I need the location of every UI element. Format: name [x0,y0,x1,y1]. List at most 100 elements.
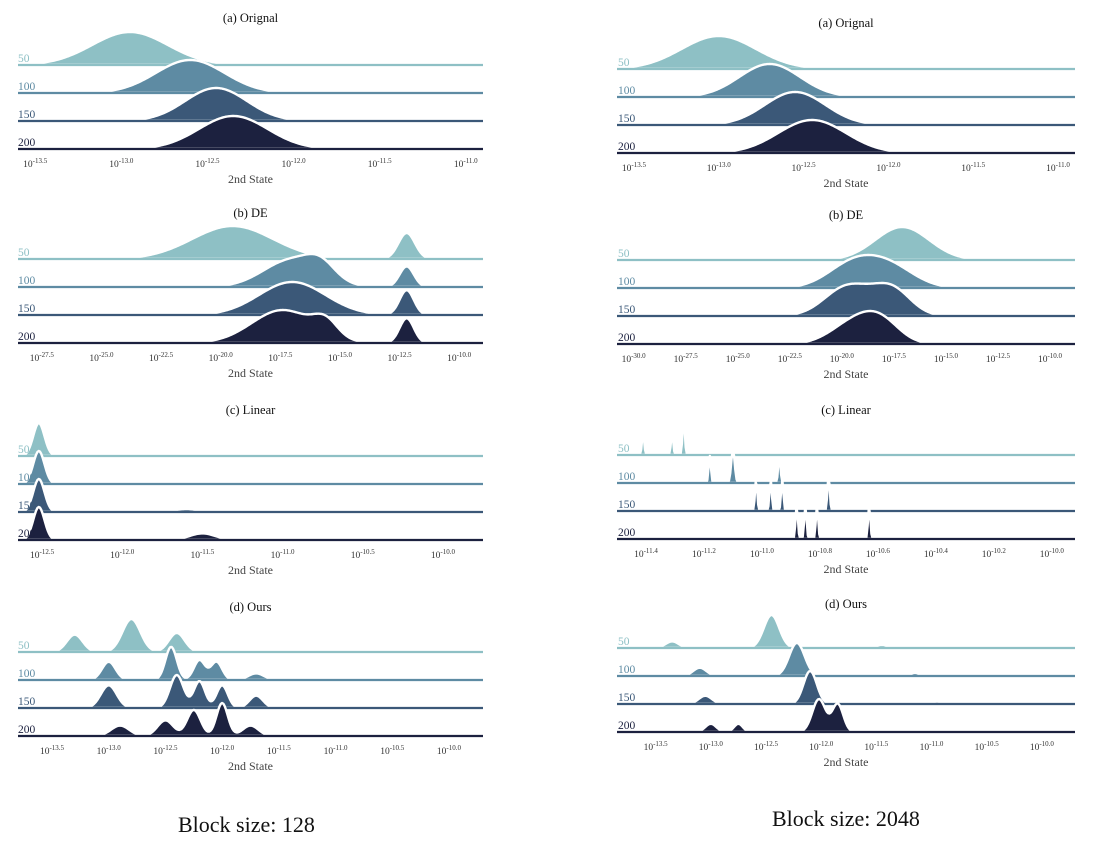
series-label-200: 200 [18,137,36,149]
panel-title: (d) Ours [825,597,867,611]
x-tick-label: 10-25.0 [726,352,751,365]
ridge-area-50 [16,30,485,67]
ridgeline-panel: (b) DE 50 100 150 200 10-30.0 10-27.5 10-25.0 10… [615,208,1077,381]
x-tick-label: 10-13.5 [644,740,669,753]
series-label-50: 50 [618,443,630,455]
x-tick-label: 10-11.0 [1046,161,1070,174]
x-tick-label: 10-11.0 [920,740,944,753]
x-tick-label: 10-22.5 [149,351,174,364]
x-tick-label: 10-27.5 [30,351,55,364]
x-tick-label: 10-10.0 [447,351,472,364]
x-tick-label: 10-11.0 [271,548,295,561]
series-label-100: 100 [618,85,636,97]
series-label-200: 200 [618,332,636,344]
x-tick-label: 10-11.0 [324,744,348,757]
series-label-100: 100 [618,471,636,483]
series-label-150: 150 [18,696,36,708]
ridgeline-panel: (b) DE 50 100 150 200 10-27.5 10-25.0 10-22.5 10… [16,206,485,380]
panel-title: (b) DE [233,206,268,220]
ridgeline-panel: (a) Orignal 50 100 150 200 10-13.5 10-13.0 10-1… [615,16,1077,190]
x-tick-label: 10-17.5 [882,352,907,365]
x-tick-label: 10-13.5 [622,161,647,174]
x-tick-label: 10-27.5 [674,352,699,365]
series-label-50: 50 [18,444,30,456]
x-axis-label: 2nd State [824,367,869,381]
x-axis-label: 2nd State [228,366,273,380]
x-tick-label: 10-10.0 [1030,740,1055,753]
x-tick-label: 10-13.5 [23,157,48,170]
x-tick-label: 10-10.6 [866,547,891,560]
x-tick-label: 10-10.0 [437,744,462,757]
ridgeline-panel: (a) Orignal 50 100 150 200 10-13.5 10-13.0 10-1… [16,11,485,186]
panel-title: (c) Linear [821,403,871,417]
x-tick-label: 10-15.0 [934,352,959,365]
series-label-200: 200 [618,141,636,153]
x-axis-label: 2nd State [824,562,869,576]
series-label-150: 150 [618,499,636,511]
ridgeline-panel: (d) Ours 50 100 150 200 10-13.5 10-13.0 10-12.5… [16,600,485,773]
x-tick-label: 10-11.5 [368,157,392,170]
panel-title: (a) Orignal [223,11,279,25]
x-axis-label: 2nd State [228,759,273,773]
x-tick-label: 10-20.0 [209,351,234,364]
x-tick-label: 10-13.0 [699,740,724,753]
x-tick-label: 10-10.0 [1038,352,1063,365]
series-label-150: 150 [18,303,36,315]
x-tick-label: 10-13.0 [707,161,732,174]
series-label-100: 100 [18,81,36,93]
x-tick-label: 10-12.5 [754,740,779,753]
series-label-150: 150 [618,113,636,125]
caption-block-128: Block size: 128 [178,812,315,837]
x-tick-label: 10-12.5 [792,161,817,174]
x-axis-label: 2nd State [824,176,869,190]
ridge-area-50 [16,224,485,261]
x-tick-label: 10-10.5 [975,740,1000,753]
x-tick-label: 10-11.4 [634,547,658,560]
ridge-area-50 [16,617,485,654]
ridge-area-50 [615,225,1077,262]
series-label-200: 200 [18,528,36,540]
series-label-50: 50 [18,640,30,652]
x-tick-label: 10-10.5 [380,744,405,757]
x-tick-label: 10-25.0 [89,351,114,364]
series-label-200: 200 [618,527,636,539]
panel-title: (d) Ours [229,600,271,614]
x-tick-label: 10-12.5 [153,744,178,757]
x-tick-label: 10-11.5 [267,744,291,757]
series-label-100: 100 [18,275,36,287]
x-tick-label: 10-12.0 [110,548,135,561]
x-tick-label: 10-12.0 [282,157,307,170]
x-axis-label: 2nd State [228,172,273,186]
x-tick-label: 10-11.0 [750,547,774,560]
caption-block-2048: Block size: 2048 [772,806,920,831]
series-label-150: 150 [618,692,636,704]
ridge-area-50 [615,420,1077,457]
series-label-100: 100 [618,664,636,676]
x-tick-label: 10-10.2 [982,547,1007,560]
ridge-area-50 [615,613,1077,650]
x-tick-label: 10-17.5 [268,351,293,364]
series-label-50: 50 [18,247,30,259]
series-label-50: 50 [618,636,630,648]
x-tick-label: 10-13.5 [40,744,65,757]
x-tick-label: 10-30.0 [622,352,647,365]
x-tick-label: 10-12.0 [876,161,901,174]
x-tick-label: 10-20.0 [830,352,855,365]
x-tick-label: 10-13.0 [109,157,134,170]
ridgeline-panel: (c) Linear 50 100 150 200 10-11.4 10-11.2 10-11… [615,403,1077,576]
panel-title: (b) DE [829,208,864,222]
x-tick-label: 10-11.0 [454,157,478,170]
x-tick-label: 10-11.5 [864,740,888,753]
x-tick-label: 10-12.5 [387,351,412,364]
figure: (a) Orignal 50 100 150 200 10-13.5 10-13.0 10-1… [16,11,1077,773]
x-axis-label: 2nd State [228,563,273,577]
series-label-200: 200 [618,720,636,732]
x-tick-label: 10-11.5 [961,161,985,174]
x-tick-label: 10-10.4 [924,547,949,560]
x-tick-label: 10-10.5 [351,548,376,561]
x-tick-label: 10-12.5 [195,157,220,170]
series-label-100: 100 [18,472,36,484]
x-tick-label: 10-15.0 [328,351,353,364]
series-label-100: 100 [18,668,36,680]
x-tick-label: 10-12.5 [30,548,55,561]
